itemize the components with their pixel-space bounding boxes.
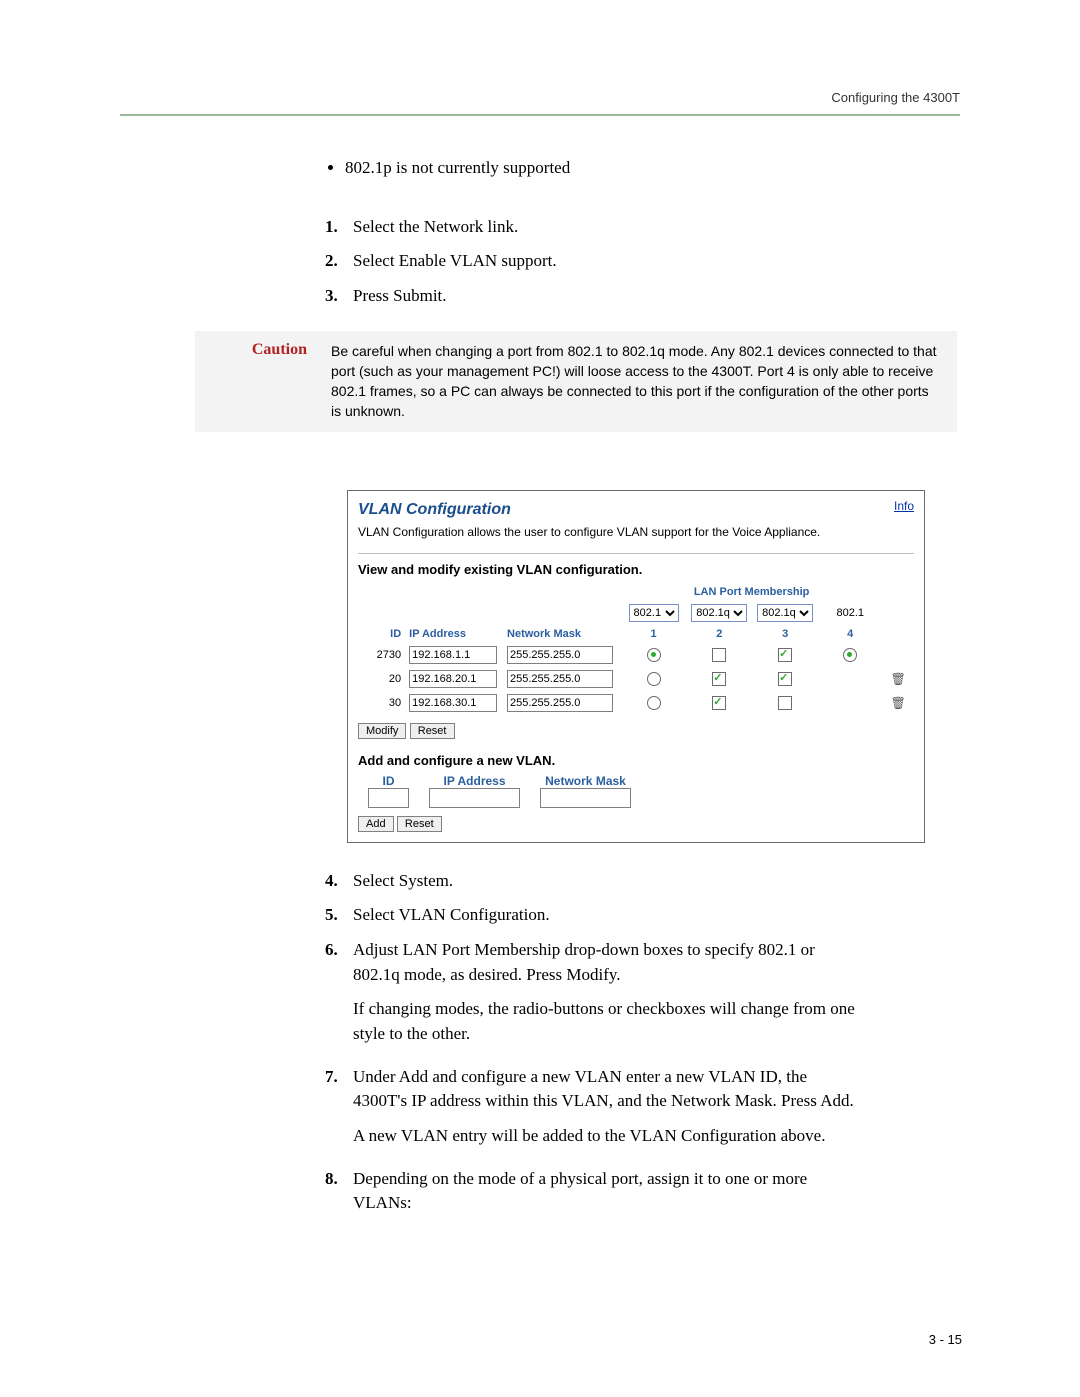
step-item: Under Add and configure a new VLAN enter… [325, 1065, 855, 1149]
bullet-item: 802.1p is not currently supported [345, 156, 855, 181]
add-col-ip: IP Address [443, 774, 505, 788]
step-item: Select VLAN Configuration. [325, 903, 855, 928]
checkbox-icon[interactable] [778, 648, 792, 662]
add-col-mask: Network Mask [545, 774, 626, 788]
col-p2: 2 [686, 625, 752, 643]
add-heading: Add and configure a new VLAN. [358, 753, 914, 768]
panel-desc: VLAN Configuration allows the user to co… [358, 525, 914, 539]
ip-input[interactable] [409, 670, 497, 688]
table-row: 2730 [358, 643, 914, 667]
step-item: Adjust LAN Port Membership drop-down box… [325, 938, 855, 1047]
port-3-select[interactable]: 802.1q [757, 604, 813, 622]
add-col-id: ID [383, 774, 395, 788]
col-p4: 4 [818, 625, 882, 643]
trash-icon[interactable]: 🗑 [891, 696, 906, 710]
caution-text: Be careful when changing a port from 802… [331, 341, 941, 422]
col-p1: 1 [621, 625, 687, 643]
caution-label: Caution [207, 341, 307, 422]
col-ip: IP Address [405, 625, 503, 643]
checkbox-icon[interactable] [778, 672, 792, 686]
row-id: 30 [358, 691, 405, 715]
vlan-table: LAN Port Membership 802.1 802.1q 802.1q … [358, 583, 914, 715]
page-number: 3 - 15 [929, 1332, 962, 1347]
table-row: 20 🗑 [358, 667, 914, 691]
running-header: Configuring the 4300T [831, 90, 960, 105]
port-4-mode: 802.1 [818, 601, 882, 625]
mask-input[interactable] [507, 670, 613, 688]
membership-hdr: LAN Port Membership [621, 583, 883, 601]
mask-input[interactable] [507, 646, 613, 664]
new-vlan-ip-input[interactable] [429, 788, 520, 808]
table-row: 30 🗑 [358, 691, 914, 715]
col-p3: 3 [752, 625, 818, 643]
header-rule [120, 114, 960, 116]
step-item: Select System. [325, 869, 855, 894]
view-heading: View and modify existing VLAN configurat… [358, 562, 914, 577]
step-1: Select the Network link. [325, 215, 855, 240]
checkbox-icon[interactable] [778, 696, 792, 710]
trash-icon[interactable]: 🗑 [891, 672, 906, 686]
radio-icon[interactable] [647, 648, 661, 662]
row-id: 20 [358, 667, 405, 691]
ip-input[interactable] [409, 646, 497, 664]
port-2-select[interactable]: 802.1q [691, 604, 747, 622]
modify-button[interactable]: Modify [358, 723, 406, 739]
row-id: 2730 [358, 643, 405, 667]
add-button[interactable]: Add [358, 816, 394, 832]
radio-icon[interactable] [647, 696, 661, 710]
step-2: Select Enable VLAN support. [325, 249, 855, 274]
radio-icon[interactable] [647, 672, 661, 686]
new-vlan-id-input[interactable] [368, 788, 409, 808]
reset-button[interactable]: Reset [410, 723, 455, 739]
new-vlan-mask-input[interactable] [540, 788, 631, 808]
checkbox-icon[interactable] [712, 672, 726, 686]
step-3: Press Submit. [325, 284, 855, 309]
reset-button-2[interactable]: Reset [397, 816, 442, 832]
panel-title: VLAN Configuration [358, 501, 914, 519]
caution-block: Caution Be careful when changing a port … [195, 331, 957, 432]
mask-input[interactable] [507, 694, 613, 712]
step-item: Depending on the mode of a physical port… [325, 1167, 855, 1216]
checkbox-icon[interactable] [712, 648, 726, 662]
col-id: ID [358, 625, 405, 643]
ip-input[interactable] [409, 694, 497, 712]
radio-icon[interactable] [843, 648, 857, 662]
checkbox-icon[interactable] [712, 696, 726, 710]
vlan-config-panel: Info VLAN Configuration VLAN Configurati… [347, 490, 925, 843]
info-link[interactable]: Info [894, 499, 914, 513]
port-1-select[interactable]: 802.1 [629, 604, 679, 622]
col-mask: Network Mask [503, 625, 621, 643]
